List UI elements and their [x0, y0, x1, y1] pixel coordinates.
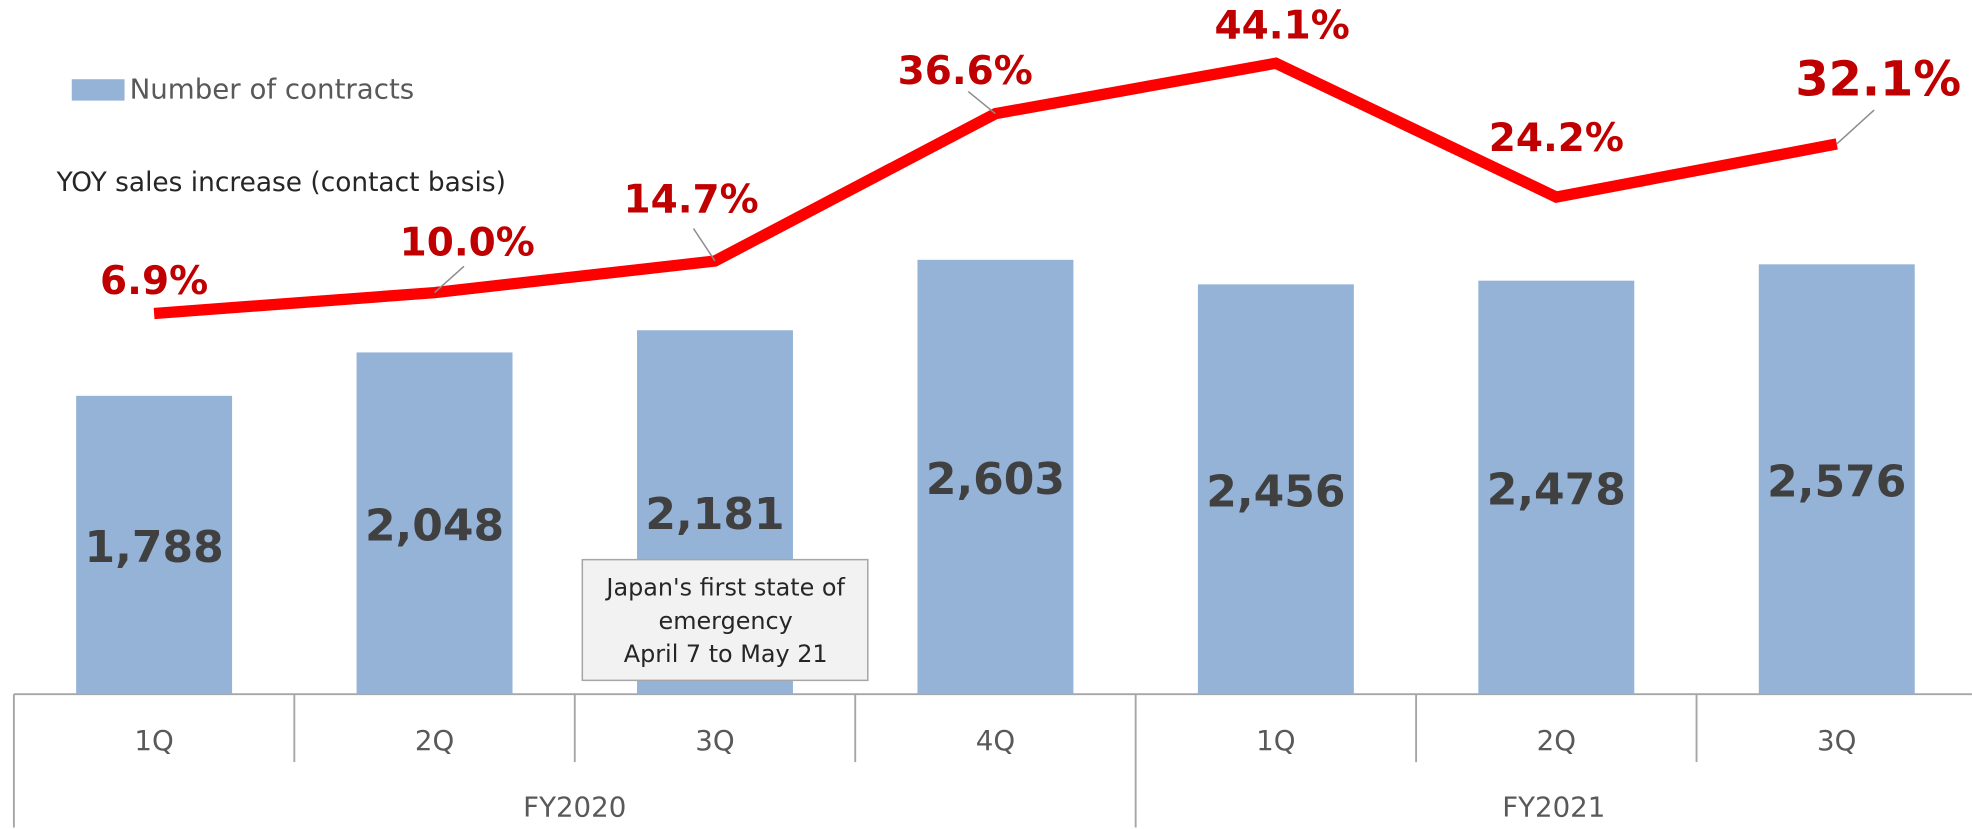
bar-value-label: 2,181	[645, 489, 784, 540]
x-tick-label: 2Q	[415, 724, 454, 757]
bar	[1758, 264, 1915, 695]
line-value-label: 44.1%	[1215, 4, 1350, 49]
annotation-text: Japan's first state of	[604, 574, 845, 602]
line-value-label: 32.1%	[1795, 52, 1961, 107]
line-value-label: 6.9%	[100, 259, 208, 304]
bar-value-label: 1,788	[85, 522, 224, 573]
bar	[356, 352, 513, 695]
bar-value-label: 2,478	[1487, 464, 1626, 515]
leader-line	[1836, 109, 1875, 145]
bar-value-label: 2,603	[926, 454, 1065, 505]
bar-value-label: 2,048	[365, 500, 504, 551]
bar-value-label: 2,456	[1206, 466, 1345, 517]
line-value-label: 10.0%	[400, 220, 535, 265]
group-label: FY2020	[523, 791, 626, 824]
legend-label: Number of contracts	[130, 73, 415, 106]
x-tick-label: 1Q	[134, 724, 173, 757]
bar	[76, 395, 233, 695]
x-tick-label: 4Q	[976, 724, 1015, 757]
leader-line	[692, 228, 716, 262]
bar	[917, 259, 1074, 695]
x-tick-label: 3Q	[695, 724, 734, 757]
legend-label: YOY sales increase (contact basis)	[56, 167, 506, 198]
x-tick-label: 1Q	[1256, 724, 1295, 757]
line-value-label: 24.2%	[1489, 116, 1624, 161]
annotation-text: emergency	[659, 607, 793, 635]
annotation-box	[581, 558, 869, 682]
bar	[1197, 284, 1354, 695]
annotation-text: April 7 to May 21	[624, 640, 828, 668]
x-tick-label: 2Q	[1537, 724, 1576, 757]
leader-line	[434, 265, 465, 294]
x-tick-label: 3Q	[1817, 724, 1856, 757]
bar-value-label: 2,576	[1767, 456, 1906, 507]
line-value-label: 14.7%	[623, 177, 758, 222]
line-value-label: 36.6%	[898, 49, 1033, 94]
legend-swatch	[71, 79, 125, 101]
bar	[1478, 280, 1635, 695]
group-label: FY2021	[1502, 791, 1605, 824]
leader-line	[967, 90, 996, 115]
